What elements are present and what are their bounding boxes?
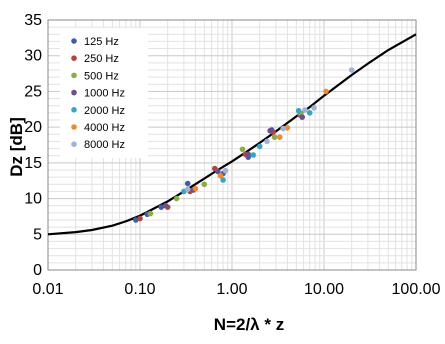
data-point xyxy=(184,180,191,187)
data-point xyxy=(158,204,165,210)
data-point xyxy=(173,195,180,202)
data-point xyxy=(184,186,191,193)
legend-label: 4000 Hz xyxy=(84,122,125,134)
legend-marker xyxy=(71,141,77,147)
data-points xyxy=(132,67,355,223)
data-point xyxy=(311,105,317,111)
legend-marker xyxy=(71,124,77,130)
y-tick-label: 20 xyxy=(24,119,42,136)
x-tick-label: 0.10 xyxy=(124,281,155,298)
y-tick-label: 5 xyxy=(33,226,42,243)
legend-label: 8000 Hz xyxy=(84,139,125,151)
y-tick-labels: 0 5 10 15 20 25 30 35 xyxy=(24,12,42,279)
legend-label: 125 Hz xyxy=(84,36,119,48)
data-point xyxy=(348,67,355,73)
legend-marker xyxy=(71,89,77,96)
data-point xyxy=(267,127,273,134)
x-tick-label: 100.00 xyxy=(392,281,441,298)
legend-label: 250 Hz xyxy=(84,53,119,65)
data-point xyxy=(239,146,246,153)
legend-marker xyxy=(71,55,77,61)
data-point xyxy=(276,134,283,140)
reference-curve-layer xyxy=(47,33,417,236)
y-tick-label: 15 xyxy=(24,155,42,172)
data-point xyxy=(192,185,199,192)
y-tick-label: 10 xyxy=(24,191,42,208)
data-point xyxy=(280,125,286,132)
data-point xyxy=(264,138,270,145)
y-tick-label: 35 xyxy=(24,12,42,29)
data-point xyxy=(299,114,306,120)
data-point xyxy=(222,167,229,174)
reference-curve xyxy=(47,33,417,236)
y-tick-label: 25 xyxy=(24,83,42,100)
plot-area xyxy=(47,19,417,271)
legend-label: 1000 Hz xyxy=(84,88,125,100)
y-tick-label: 30 xyxy=(24,48,42,65)
data-point xyxy=(211,165,218,172)
x-tick-label: 10.00 xyxy=(304,281,344,298)
data-point xyxy=(162,202,169,209)
x-tick-labels: 0.01 0.10 1.00 10.00 100.00 xyxy=(32,281,440,298)
legend-marker xyxy=(71,72,77,79)
legend-label: 500 Hz xyxy=(84,70,119,82)
data-point xyxy=(201,181,208,188)
legend-marker xyxy=(71,38,77,44)
y-axis-title: Dz [dB] xyxy=(7,117,26,176)
x-tick-label: 1.00 xyxy=(216,281,247,298)
data-point xyxy=(220,177,226,183)
y-tick-label: 0 xyxy=(33,262,42,279)
data-point xyxy=(302,107,308,113)
data-point xyxy=(271,134,278,140)
legend-label: 2000 Hz xyxy=(84,105,125,117)
data-point xyxy=(256,143,263,150)
data-point xyxy=(245,151,252,158)
data-point xyxy=(137,215,143,222)
data-point xyxy=(147,210,154,217)
x-axis-title: N=2/λ * z xyxy=(214,315,284,334)
x-tick-label: 0.01 xyxy=(32,281,63,298)
data-point xyxy=(295,107,302,114)
data-point xyxy=(323,88,329,95)
data-point xyxy=(250,152,257,158)
data-point xyxy=(217,172,224,179)
legend: 125 Hz 250 Hz 500 Hz 1000 Hz 2000 Hz 4000 Hz 8… xyxy=(60,28,148,158)
data-point xyxy=(132,217,139,223)
data-point xyxy=(284,125,291,131)
legend-marker xyxy=(71,107,77,113)
data-point xyxy=(306,110,313,116)
